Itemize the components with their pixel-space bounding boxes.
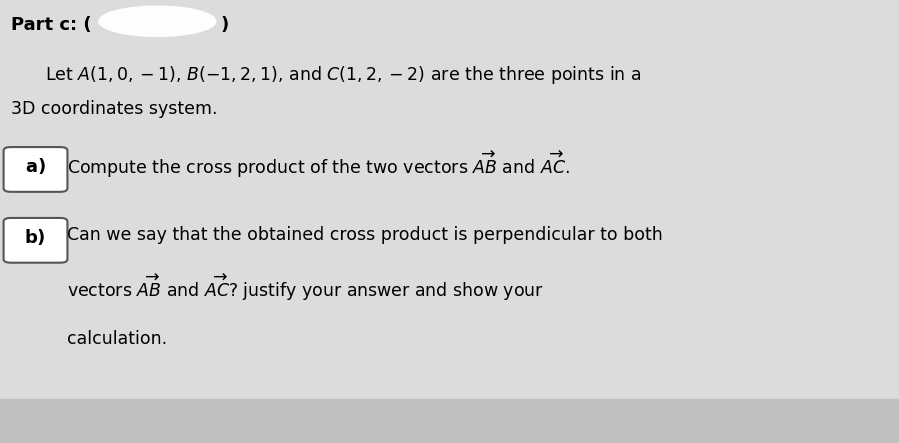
Text: ): ) bbox=[220, 16, 228, 34]
Bar bbox=[0, 399, 899, 443]
Text: vectors $\overrightarrow{AB}$ and $\overrightarrow{AC}$? justify your answer and: vectors $\overrightarrow{AB}$ and $\over… bbox=[67, 273, 545, 303]
Ellipse shape bbox=[99, 6, 216, 36]
Text: Can we say that the obtained cross product is perpendicular to both: Can we say that the obtained cross produ… bbox=[67, 226, 663, 244]
Text: Let $A(1, 0, -1)$, $B(-1, 2, 1)$, and $C(1, 2, -2)$ are the three points in a: Let $A(1, 0, -1)$, $B(-1, 2, 1)$, and $C… bbox=[45, 64, 641, 86]
Text: $\mathbf{a)}$: $\mathbf{a)}$ bbox=[24, 156, 46, 176]
Text: 3D coordinates system.: 3D coordinates system. bbox=[11, 100, 218, 118]
Text: Compute the cross product of the two vectors $\overrightarrow{AB}$ and $\overrig: Compute the cross product of the two vec… bbox=[67, 150, 570, 180]
FancyBboxPatch shape bbox=[4, 147, 67, 192]
Text: calculation.: calculation. bbox=[67, 330, 167, 348]
FancyBboxPatch shape bbox=[4, 218, 67, 263]
Text: $\mathbf{b)}$: $\mathbf{b)}$ bbox=[24, 227, 46, 247]
Text: Part c: (: Part c: ( bbox=[11, 16, 92, 34]
